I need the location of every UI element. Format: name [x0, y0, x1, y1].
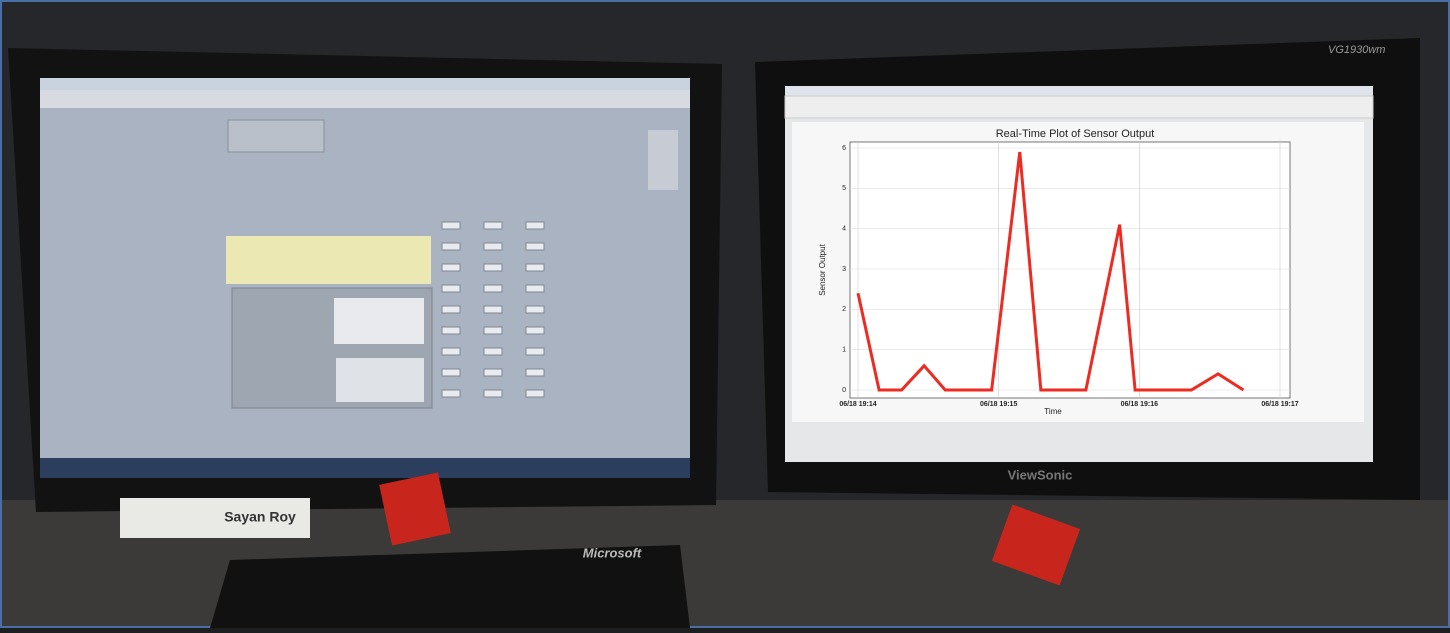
- field: [525, 389, 545, 398]
- field: [525, 347, 545, 356]
- figure-title-bar: [785, 86, 1373, 96]
- field: [441, 284, 461, 293]
- field: [441, 389, 461, 398]
- keyboard: [210, 545, 690, 628]
- y-tick-label: 0: [842, 387, 846, 394]
- monitor-brand: ViewSonic: [1008, 467, 1073, 482]
- figure-toolbar: [784, 95, 1374, 119]
- field: [483, 221, 503, 230]
- field: [441, 326, 461, 335]
- keyboard-brand: Microsoft: [583, 545, 642, 560]
- field: [483, 389, 503, 398]
- x-tick-label: 06/18 19:14: [839, 401, 876, 408]
- field: [483, 326, 503, 335]
- field: [483, 263, 503, 272]
- field: [483, 347, 503, 356]
- tools-palette: [648, 130, 678, 190]
- y-tick-label: 2: [842, 306, 846, 313]
- monitor-model: VG1930wm: [1328, 44, 1385, 56]
- field: [441, 221, 461, 230]
- x-tick-label: 06/18 19:16: [1121, 401, 1158, 408]
- read-box: [334, 298, 424, 344]
- x-axis-label: Time: [1044, 407, 1062, 416]
- string-box: [227, 119, 325, 153]
- field: [483, 242, 503, 251]
- circuit-board: [379, 472, 451, 546]
- y-tick-label: 1: [842, 347, 846, 354]
- y-axis-label: Sensor Output: [818, 243, 827, 295]
- plot: Real-Time Plot of Sensor Output Time Sen…: [818, 128, 1299, 416]
- field: [441, 305, 461, 314]
- field: [441, 368, 461, 377]
- field: [525, 242, 545, 251]
- field: [441, 347, 461, 356]
- y-tick-label: 5: [842, 185, 846, 192]
- circuit-board: [991, 504, 1081, 586]
- field: [441, 242, 461, 251]
- x-tick-label: 06/18 19:15: [980, 401, 1017, 408]
- numeric-fields: [441, 221, 545, 398]
- y-tick-label: 3: [842, 266, 846, 273]
- plot-area: [849, 141, 1291, 399]
- field: [525, 263, 545, 272]
- field: [525, 326, 545, 335]
- field: [525, 305, 545, 314]
- taskbar: [40, 458, 690, 478]
- data-line: [856, 151, 1245, 392]
- field: [525, 284, 545, 293]
- toolbar: [40, 90, 690, 108]
- name-plate-text: Sayan Roy: [224, 509, 296, 525]
- field: [483, 284, 503, 293]
- x-tick-label: 06/18 19:17: [1261, 401, 1298, 408]
- field: [441, 263, 461, 272]
- write-box: [336, 358, 424, 402]
- window-title-bar: [40, 78, 690, 90]
- chart-title: Real-Time Plot of Sensor Output: [996, 128, 1155, 140]
- field: [525, 368, 545, 377]
- name-plate: [120, 498, 310, 538]
- y-tick-label: 6: [842, 145, 846, 152]
- field: [483, 368, 503, 377]
- info-panel: [226, 236, 431, 284]
- field: [525, 221, 545, 230]
- field: [483, 305, 503, 314]
- y-tick-label: 4: [842, 226, 846, 233]
